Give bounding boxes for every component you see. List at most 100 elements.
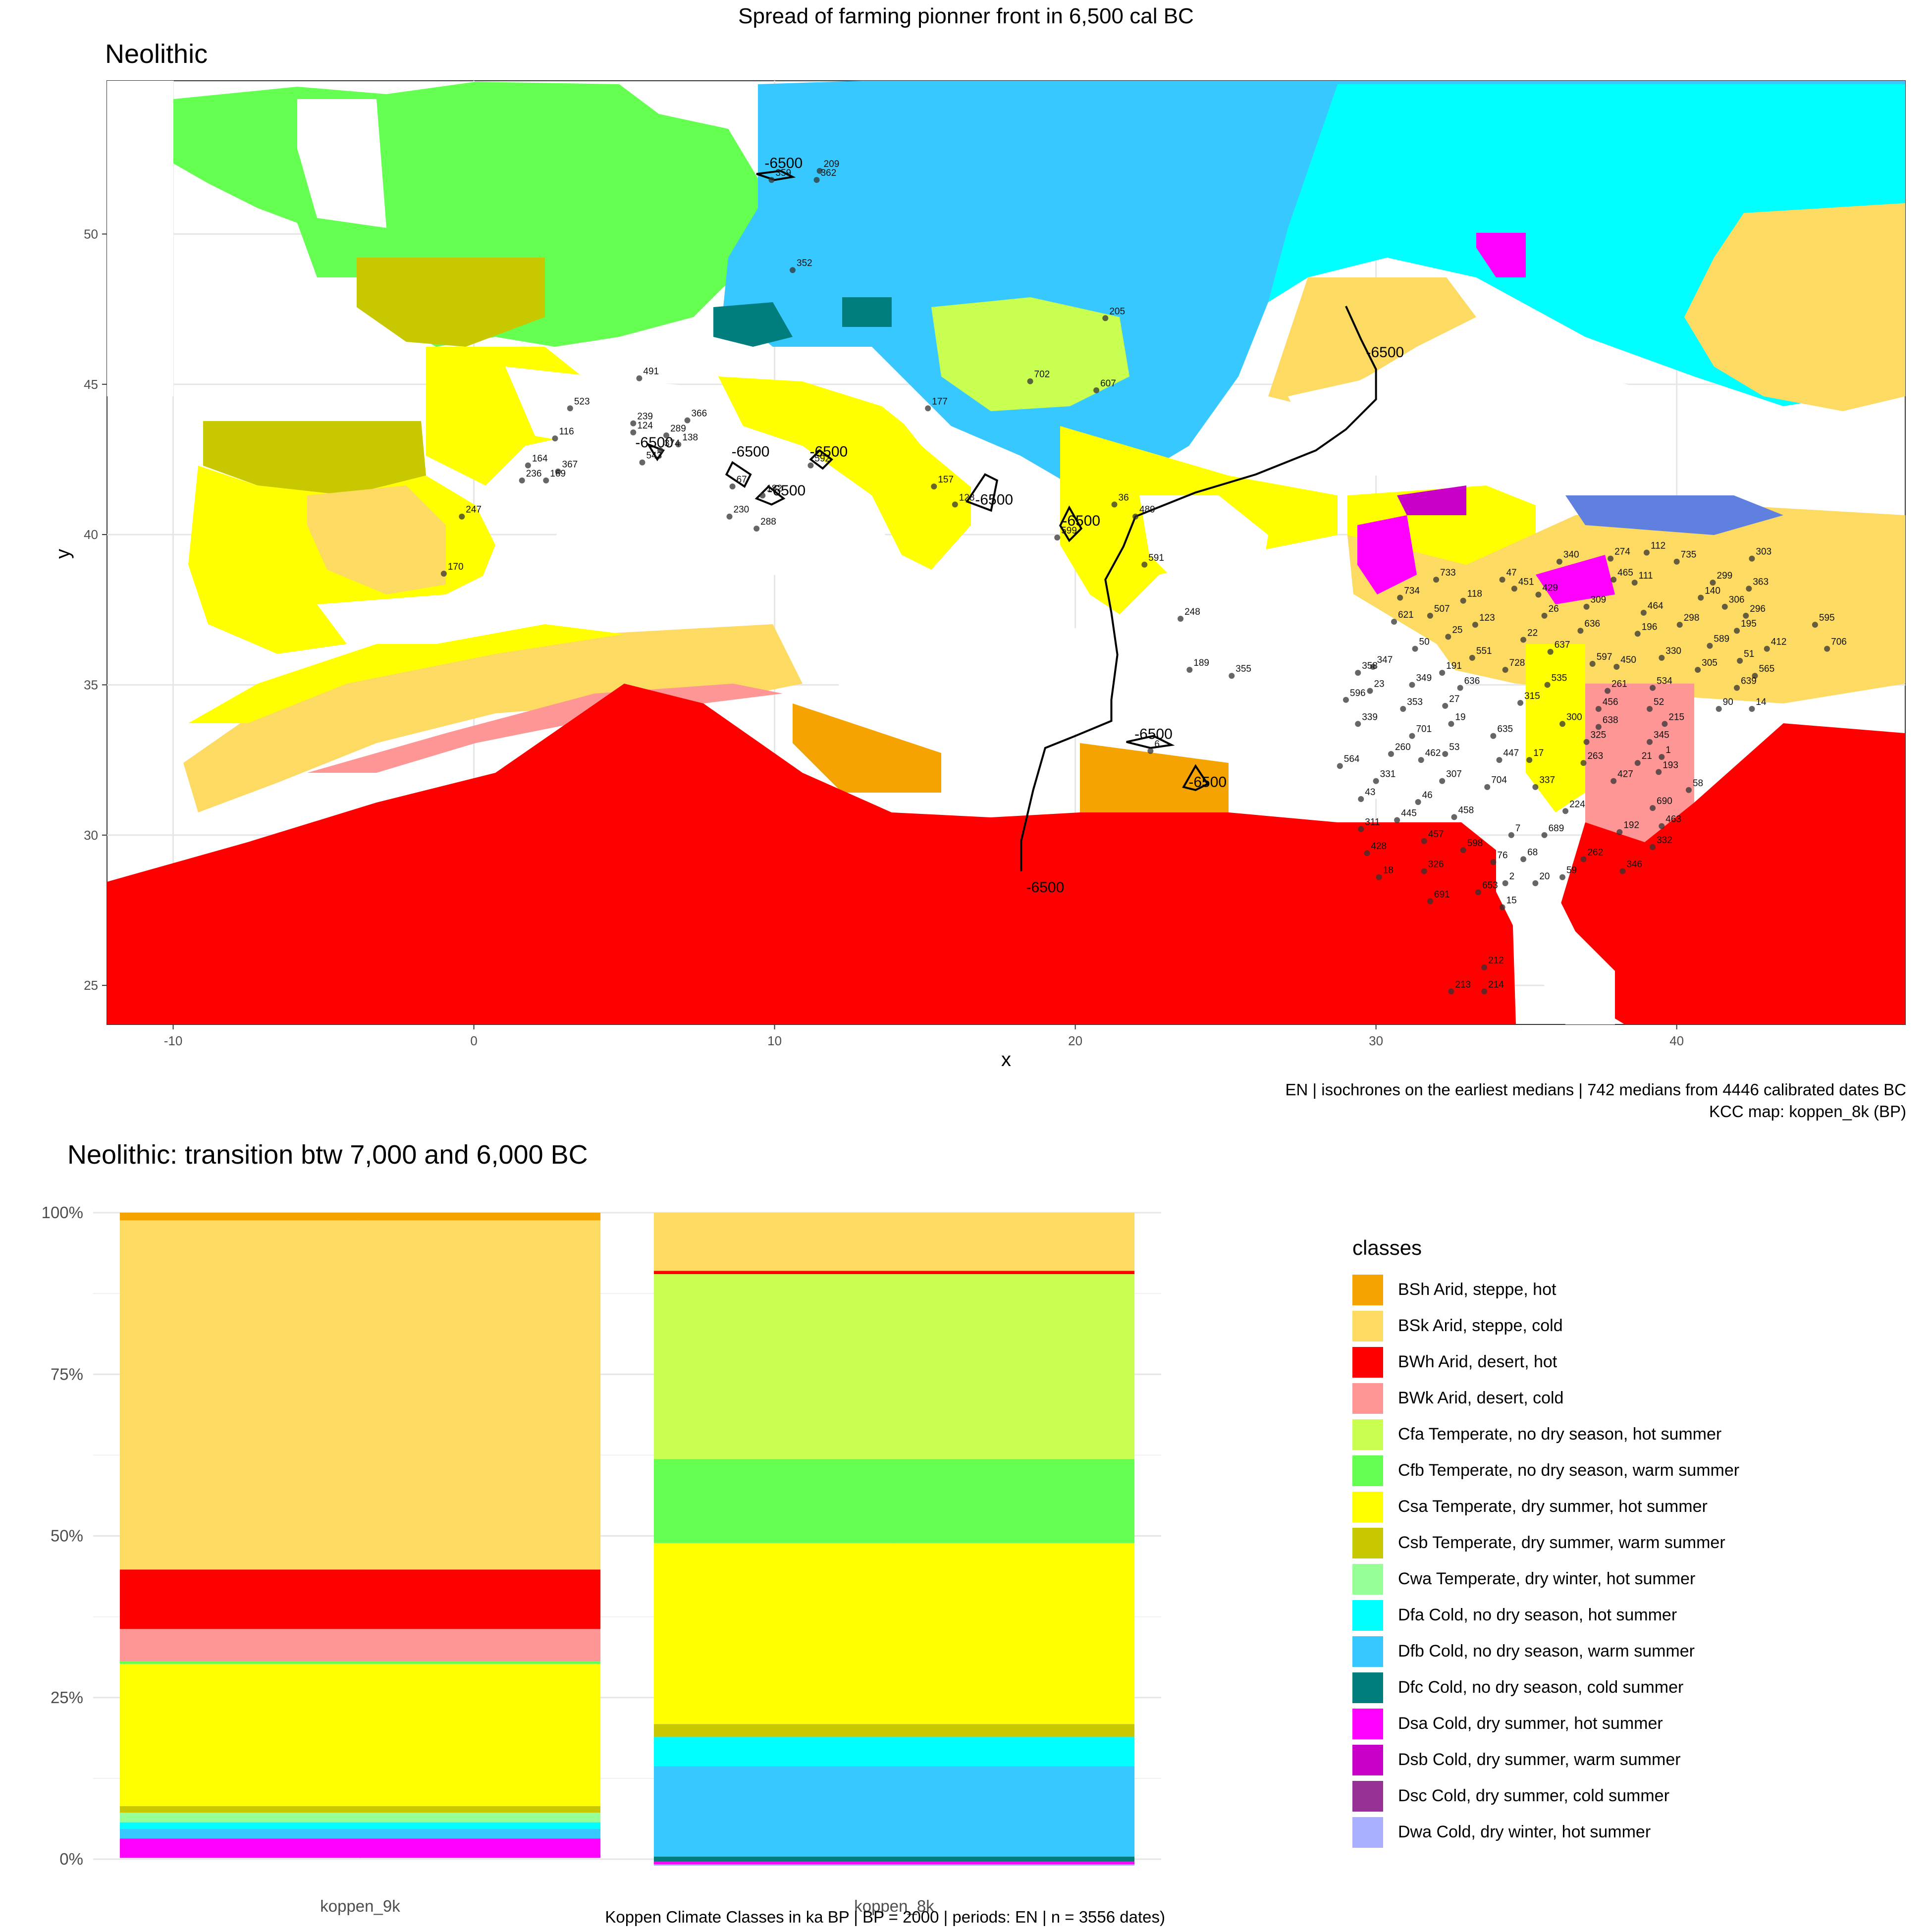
site-point [1698,594,1704,601]
bar-y-tick-label: 75% [51,1365,83,1383]
site-point [1367,688,1373,694]
region-bsk-anatolia [1347,505,1905,703]
bar-segment-bwh [653,1271,1135,1274]
legend-label: Cwa Temperate, dry winter, hot summer [1398,1569,1696,1588]
bar-segment-bwk [119,1629,601,1662]
site-point [1710,580,1716,586]
sea-adriatic [882,396,1040,525]
site-label: 6 [1154,739,1160,750]
legend-swatch [1352,1708,1383,1739]
site-label: 51 [1744,649,1754,659]
site-label: 300 [1566,712,1582,722]
site-label: 17 [1533,748,1544,758]
site-label: 52 [1654,697,1664,707]
site-point [1376,874,1382,880]
site-point [1433,577,1440,583]
site-point [1812,622,1818,628]
legend-swatch [1352,1527,1383,1558]
bar-segment-csb [119,1806,601,1813]
map-caption-line-1: EN | isochrones on the earliest medians … [1285,1080,1906,1099]
site-point [1355,670,1361,676]
site-label: 36 [1119,492,1129,503]
site-label: 23 [1374,679,1384,690]
site-label: 359 [776,168,792,178]
site-point [1448,988,1454,995]
region-bwh-arabia [1556,723,1905,1024]
site-point [1093,387,1100,393]
site-point [1734,628,1740,634]
legend-label: Dfc Cold, no dry season, cold summer [1398,1678,1684,1697]
site-point [1707,643,1713,649]
isochrone-label: -6500 [1188,774,1227,791]
site-label: 22 [1527,628,1538,638]
sea-aegean [1139,495,1268,604]
site-point [1631,580,1638,586]
site-point [1358,826,1364,832]
site-point [1580,856,1587,862]
isochrone-loop [725,461,752,488]
legend-label: Dsc Cold, dry summer, cold summer [1398,1786,1669,1805]
bar-y-tick-label: 50% [51,1527,83,1545]
isochrone-label: -6500 [1026,879,1065,896]
site-label: 464 [1648,601,1664,611]
isochrone-label: -6500 [1134,726,1173,743]
site-point [1499,577,1505,583]
site-point [1427,612,1433,619]
isochrone-loop [756,169,796,181]
site-point [1388,751,1394,757]
site-label: 462 [1425,748,1441,758]
site-label: 534 [1657,676,1672,687]
site-label: 363 [1753,577,1769,587]
region-dsa-east [1536,555,1615,604]
site-label: 374 [664,438,680,449]
site-label: 621 [1398,610,1414,620]
site-point [1583,739,1590,745]
site-point [1421,838,1427,844]
bar-segment-dfc [653,1856,1135,1862]
isochrone-line: -6500 -6500 -6500 -6500 -6500 -6500 -6500 -6500… [635,155,1404,896]
site-label: 591 [1148,553,1164,563]
site-label: 263 [1587,751,1603,761]
site-point [1610,778,1617,784]
bar-segment-dfb [119,1828,601,1839]
site-label: 192 [1623,820,1639,831]
site-label: 305 [1702,658,1717,668]
site-label: 636 [1464,676,1480,687]
legend-item-bsh: BSh Arid, steppe, hot [1352,1272,1739,1308]
region-csb-iberia-n [203,421,426,495]
site-point [816,168,823,174]
site-label: 340 [1563,550,1579,560]
site-label: 311 [1365,817,1380,828]
site-label: 260 [1395,742,1411,752]
site-point [1650,805,1656,811]
site-point [630,420,637,427]
legend-label: BSh Arid, steppe, hot [1398,1280,1556,1299]
site-point [1418,757,1424,763]
site-point [1583,603,1590,610]
legend-swatch [1352,1780,1383,1812]
site-point [1673,558,1680,565]
site-label: 123 [1479,613,1495,623]
site-point [1695,667,1701,673]
site-label: 690 [1657,796,1672,806]
bar-segment-bsk [119,1220,601,1570]
site-label: 140 [1705,586,1720,596]
site-point [459,513,465,520]
site-point [1178,615,1184,622]
site-label: 637 [1555,640,1570,650]
site-label: 428 [1371,841,1387,852]
site-label: 599 [1061,526,1077,536]
site-label: 46 [1422,790,1433,801]
legend-item-dsb: Dsb Cold, dry summer, warm summer [1352,1742,1739,1778]
legend-label: Dfb Cold, no dry season, warm summer [1398,1642,1695,1661]
bar-y-tick-label: 0% [59,1850,83,1868]
site-label: 346 [1626,859,1642,870]
site-label: 465 [1617,568,1633,578]
bar-segment-cfb [653,1459,1135,1543]
site-label: 691 [1434,889,1450,900]
site-point [1659,823,1665,829]
site-point [1544,682,1551,688]
isochrone-loop [966,473,999,512]
legend-swatch [1352,1455,1383,1486]
site-point [1559,721,1565,727]
